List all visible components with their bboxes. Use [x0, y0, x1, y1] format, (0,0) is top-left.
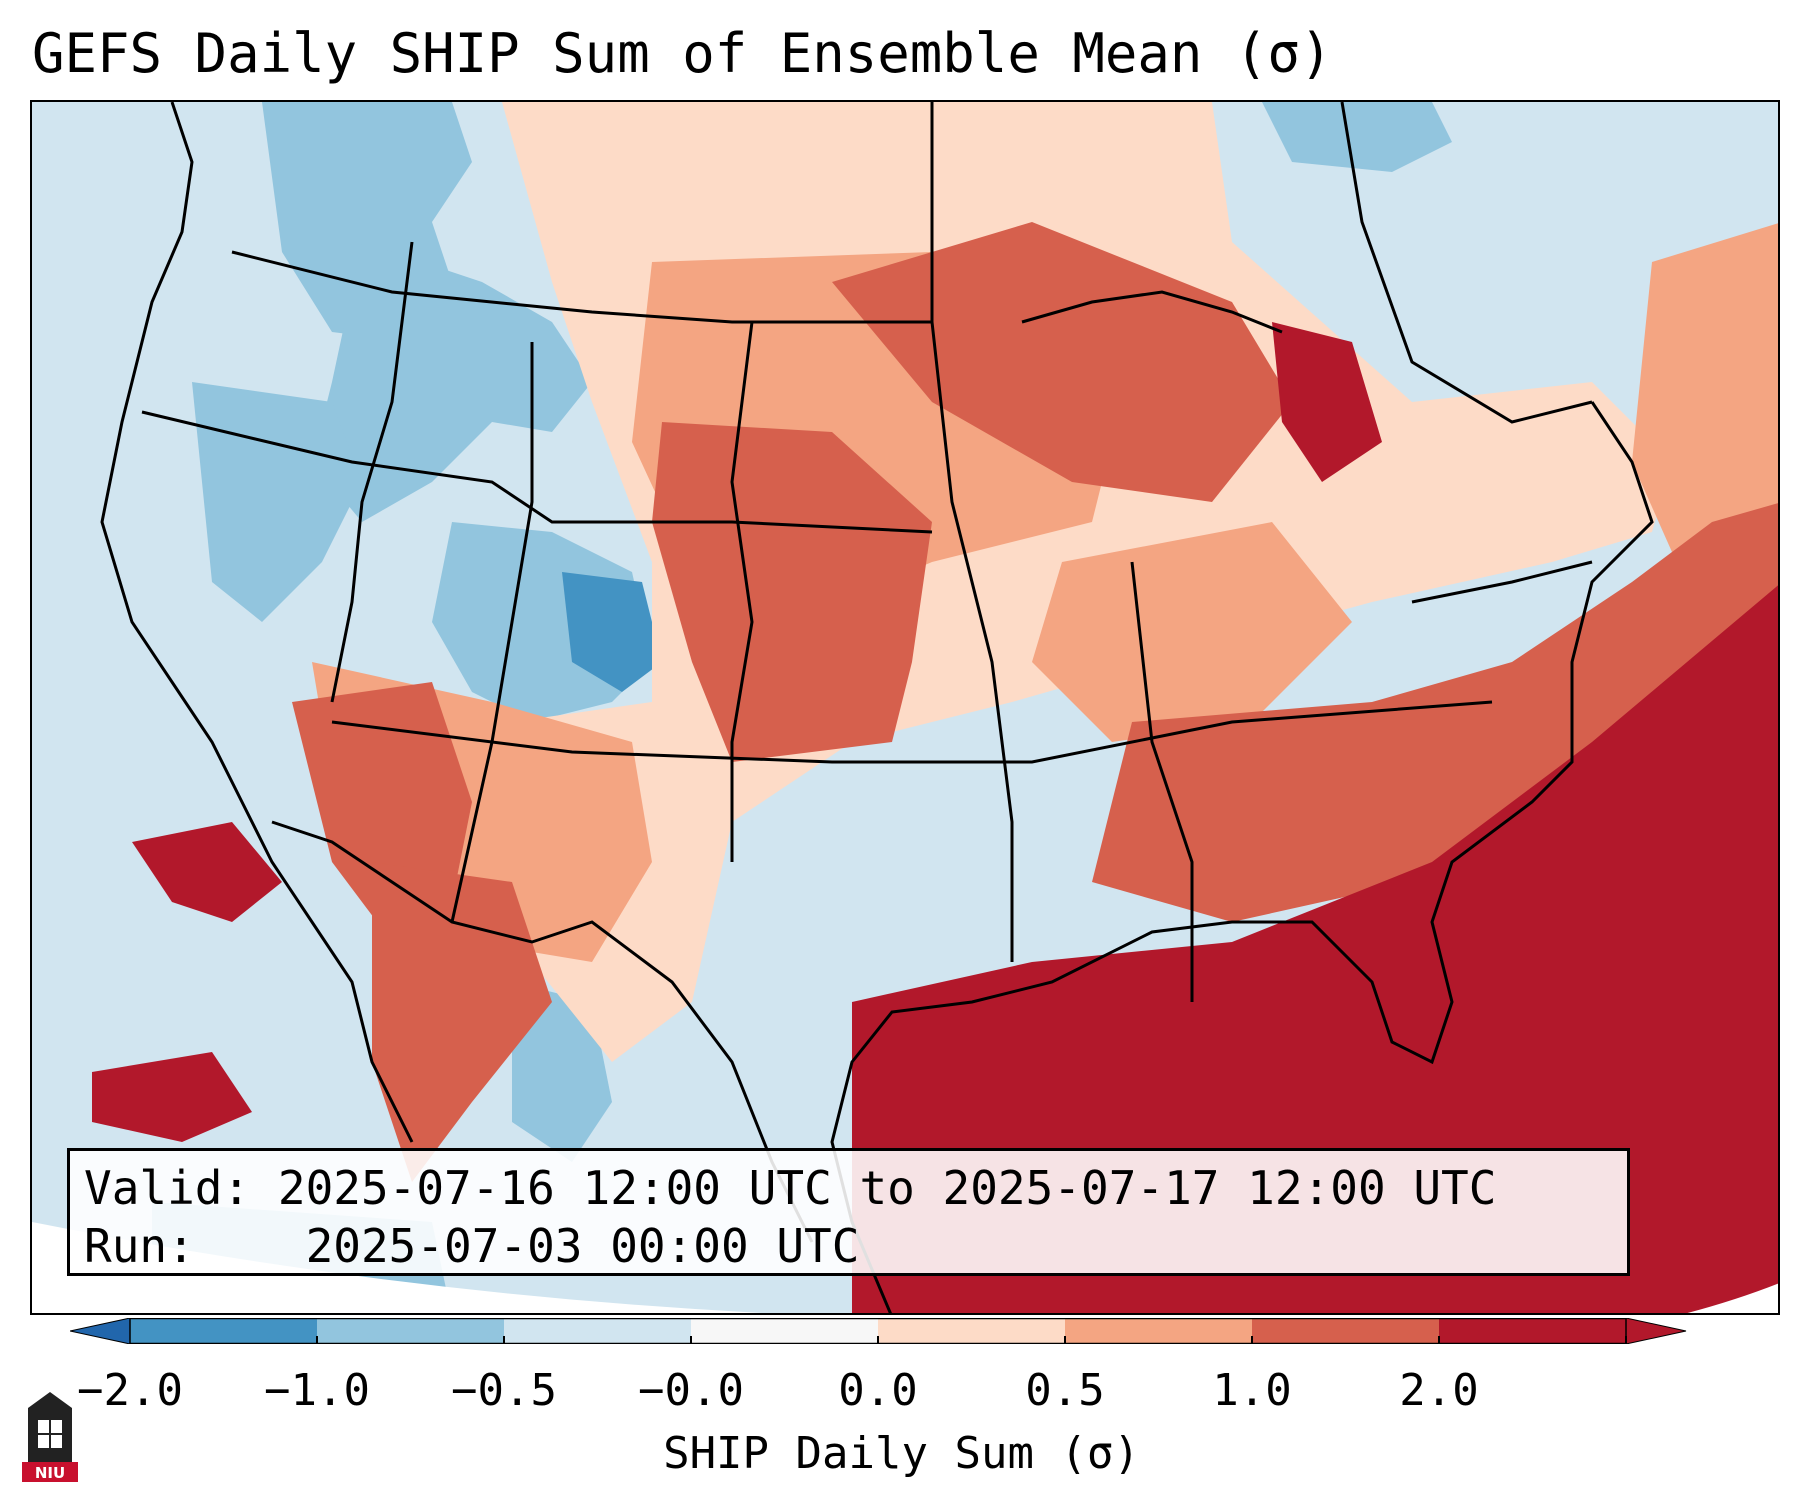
field-darkred-gulf-atlantic — [852, 585, 1778, 1313]
east-gulf-coastline — [830, 401, 1654, 1313]
field-darkblue-colorado — [562, 572, 662, 692]
colorbar-segment — [317, 1318, 504, 1344]
colorbar-segment — [878, 1318, 1065, 1344]
valid-value: 2025-07-16 12:00 UTC to 2025-07-17 12:00… — [277, 1161, 1497, 1215]
field-blue-quebec — [1262, 102, 1452, 172]
run-label: Run: — [84, 1219, 195, 1273]
colorbar — [70, 1318, 1687, 1344]
field-darkred-pacific-south — [92, 1052, 252, 1142]
field-darkred-michigan — [1272, 322, 1382, 482]
map-title: GEFS Daily SHIP Sum of Ensemble Mean (σ) — [32, 22, 1333, 85]
colorbar-tick-label: 1.0 — [1212, 1365, 1292, 1416]
colorbar-segment — [504, 1318, 691, 1344]
field-red-sonora — [372, 862, 552, 1182]
colorbar-segment — [1252, 1318, 1439, 1344]
colorbar-extend-high — [1625, 1318, 1687, 1344]
field-orange-newengland — [1632, 223, 1778, 552]
logo-text: NIU — [35, 1464, 65, 1482]
colorbar-segment — [691, 1318, 878, 1344]
state-line-mid — [331, 700, 1493, 764]
map-panel — [30, 100, 1780, 1315]
colorbar-extend-low — [70, 1318, 131, 1344]
colorbar-label: SHIP Daily Sum (σ) — [663, 1428, 1140, 1479]
ship-anomaly-field — [32, 102, 1778, 1313]
state-line-idaho — [330, 241, 414, 703]
mexico-border — [271, 820, 814, 1243]
colorbar-segments — [70, 1318, 1687, 1344]
state-line-utah — [450, 342, 534, 923]
field-red-southeast — [1092, 503, 1778, 922]
coastline-and-borders — [100, 102, 1654, 1313]
colorbar-segment — [130, 1318, 317, 1344]
field-blue-nevada — [192, 382, 362, 622]
state-line-plains — [730, 321, 754, 862]
colorbar-tick-label: −1.0 — [264, 1365, 370, 1416]
colorbar-tick-label: 0.5 — [1025, 1365, 1105, 1416]
colorbar-segment — [1065, 1318, 1252, 1344]
west-coastline — [100, 102, 414, 1143]
canada-border-west — [231, 102, 934, 324]
logo-roof — [28, 1392, 72, 1408]
colorbar-tick-label: −0.5 — [451, 1365, 557, 1416]
field-blue-idaho — [312, 242, 592, 522]
logo-banner — [22, 1462, 78, 1482]
validity-info-box: Valid: 2025-07-16 12:00 UTC to 2025-07-1… — [67, 1148, 1630, 1276]
projection-edge-right — [1687, 1283, 1778, 1313]
canada-border-lakes — [1021, 290, 1283, 334]
state-line-mississippi — [930, 321, 1014, 962]
field-red-greatlakes — [832, 222, 1292, 502]
valid-label: Valid: — [84, 1161, 251, 1215]
field-orange-ohio — [1032, 522, 1352, 742]
field-darkred-pacific — [132, 822, 282, 922]
state-line-north — [141, 410, 933, 534]
colorbar-tick-label: −0.0 — [638, 1365, 744, 1416]
canada-border-east — [1340, 102, 1593, 424]
field-red-kansas-nebraska — [652, 422, 932, 762]
colorbar-segment — [1439, 1318, 1626, 1344]
state-line-east — [1130, 561, 1194, 1002]
university-tower-icon: NIU — [22, 1392, 78, 1482]
projection-edge-left — [32, 1222, 762, 1313]
run-value: 2025-07-03 00:00 UTC — [305, 1219, 860, 1273]
colorbar-tick-label: 2.0 — [1399, 1365, 1479, 1416]
colorbar-tick-label: 0.0 — [838, 1365, 918, 1416]
colorbar-tick-label: −2.0 — [77, 1365, 183, 1416]
state-line-northeast — [1411, 560, 1593, 604]
